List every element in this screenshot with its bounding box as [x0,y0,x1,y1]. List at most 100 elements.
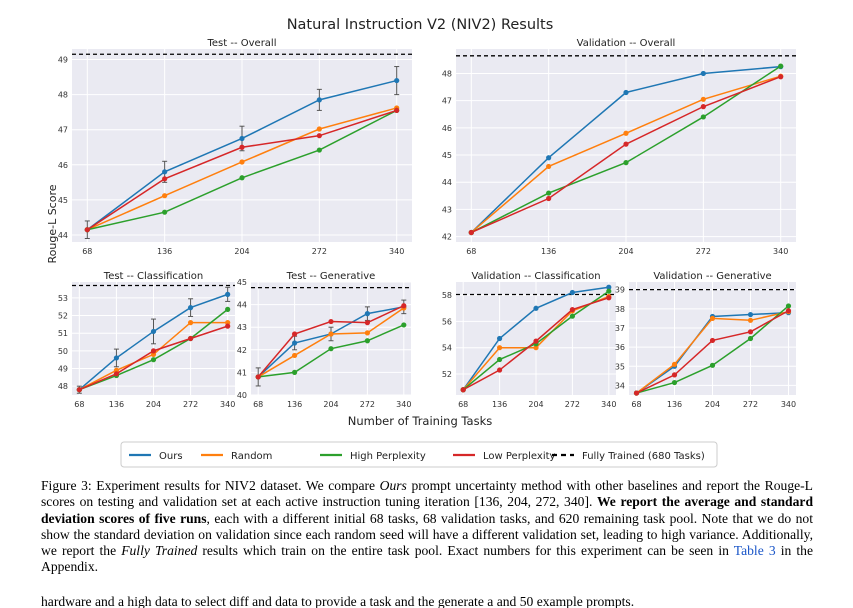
data-point [747,317,754,323]
data-point [709,315,716,321]
y-tick-label: 46 [442,124,452,133]
data-point [255,374,261,380]
niv2-results-figure: Natural Instruction V2 (NIV2) Results Ro… [46,17,796,468]
data-point [633,390,640,396]
data-point [785,303,792,309]
y-tick-label: 40 [237,391,247,400]
data-point [162,193,168,199]
y-tick-label: 48 [58,382,68,391]
subplot-title: Test -- Classification [103,271,203,282]
data-point [671,379,678,386]
y-tick-label: 35 [615,362,625,371]
x-tick-label: 204 [705,400,720,409]
data-point [316,126,322,132]
x-tick-label: 272 [312,247,327,256]
data-point [328,318,334,325]
y-tick-label: 44 [442,178,452,187]
y-tick-label: 42 [442,233,452,242]
x-tick-label: 136 [109,400,124,409]
legend-label: Low Perplexity [483,451,556,462]
data-point [225,323,231,329]
x-tick-label: 340 [773,247,788,256]
x-tick-label: 340 [601,400,616,409]
y-tick-label: 45 [237,278,247,287]
data-point [239,135,245,142]
caption-part4: in the Appendix. [41,543,814,575]
data-point [316,97,322,103]
x-tick-label: 68 [74,400,84,409]
data-point [364,311,370,317]
legend-item-fully-trained-680-tasks-: Fully Trained (680 Tasks) [552,451,705,462]
data-point [606,288,612,294]
legend-item-random: Random [201,451,272,462]
y-tick-label: 43 [442,205,452,214]
subplot-title: Test -- Generative [286,271,376,282]
data-point [569,289,576,296]
y-tick-label: 49 [58,365,68,374]
data-point [747,329,754,335]
y-tick-label: 58 [442,291,452,300]
y-tick-label: 49 [58,56,68,65]
x-tick-label: 136 [492,400,507,409]
y-tick-label: 56 [442,317,452,326]
x-tick-label: 68 [253,400,263,409]
y-tick-label: 38 [615,305,625,314]
legend-label: Random [231,451,272,462]
data-point [533,345,539,351]
y-tick-label: 47 [58,126,68,135]
subplot-6: 34 35 36 37 38 39 68 136 204 272 340 Validation -- … [615,271,796,409]
legend-label: Fully Trained (680 Tasks) [582,451,705,462]
x-tick-label: 204 [528,400,543,409]
x-tick-label: 204 [234,247,249,256]
data-point [546,190,552,196]
legend-item-ours: Ours [129,451,183,462]
table-3-link[interactable]: Table 3 [733,543,776,559]
x-tick-label: 204 [618,247,633,256]
data-point [292,352,298,359]
data-point [569,313,576,319]
subplot-title: Validation -- Classification [471,271,600,282]
data-point [778,74,784,80]
y-tick-label: 34 [615,381,625,390]
x-tick-label: 272 [183,400,198,409]
x-tick-label: 68 [466,247,476,256]
x-tick-label: 68 [458,400,468,409]
x-tick-label: 272 [360,400,375,409]
x-tick-label: 204 [146,400,161,409]
data-point [394,107,400,114]
x-tick-label: 272 [565,400,580,409]
figure-ylabel: Rouge-L Score [46,184,59,263]
y-tick-label: 45 [58,196,68,205]
data-point [497,367,503,373]
data-point [709,362,716,368]
y-tick-label: 42 [237,346,247,355]
subplot-4: 40 41 42 43 44 45 68 136 204 272 340 Test -- Genera… [237,271,412,409]
data-point [292,369,298,375]
y-tick-label: 47 [442,97,452,106]
data-point [162,169,168,175]
y-tick-label: 39 [615,286,625,295]
legend-item-low-perplexity: Low Perplexity [453,451,556,462]
y-tick-label: 48 [58,91,68,100]
data-point [606,295,612,301]
data-point [497,335,503,342]
data-point [533,338,539,344]
data-point [364,338,370,344]
data-point [239,144,245,150]
data-point [700,70,706,77]
data-point [225,306,231,312]
data-point [497,345,503,351]
caption-fully-trained: Fully Trained [121,543,198,559]
y-tick-label: 41 [237,368,247,377]
data-point [364,320,370,326]
y-tick-label: 44 [58,231,68,240]
data-point [292,331,298,337]
data-point [671,372,678,378]
data-point [546,155,552,161]
y-tick-label: 52 [442,370,452,379]
x-tick-label: 204 [323,400,338,409]
data-point [239,159,245,165]
caption-prefix: Figure 3: Experiment results for NIV2 da… [41,478,380,493]
x-tick-label: 136 [541,247,556,256]
data-point [150,348,157,354]
